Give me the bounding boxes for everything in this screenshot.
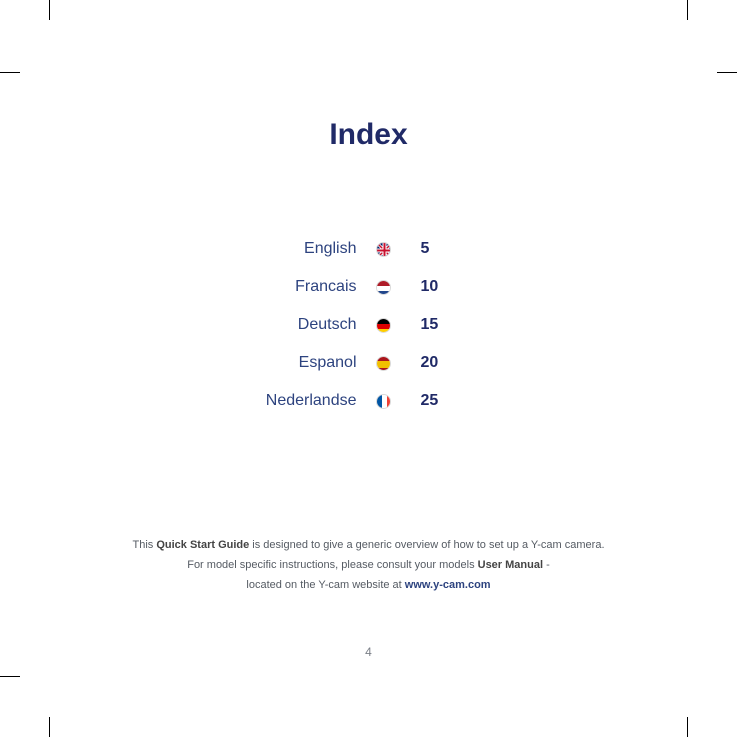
page-ref: 15 <box>399 316 459 334</box>
crop-mark <box>687 717 688 737</box>
website-link: www.y-cam.com <box>405 579 491 591</box>
page-number: 4 <box>0 645 737 659</box>
page-ref: 25 <box>399 392 459 410</box>
page-ref: 20 <box>399 354 459 372</box>
footer-line-3: located on the Y-cam website at www.y-ca… <box>0 576 737 596</box>
de-flag-icon <box>376 318 391 333</box>
lang-label: Francais <box>239 278 369 296</box>
crop-mark <box>0 676 20 677</box>
lang-label: Espanol <box>239 354 369 372</box>
crop-mark <box>49 0 50 20</box>
index-row-deutsch: Deutsch 15 <box>239 308 499 342</box>
es-flag-icon <box>376 356 391 371</box>
crop-mark <box>687 0 688 20</box>
footer-line-2: For model specific instructions, please … <box>0 556 737 576</box>
index-row-nederlandse: Nederlandse 25 <box>239 384 499 418</box>
crop-mark <box>49 717 50 737</box>
page-title: Index <box>0 118 737 152</box>
uk-flag-icon <box>376 242 391 257</box>
nl-flag-icon <box>376 280 391 295</box>
footer-note: This Quick Start Guide is designed to gi… <box>0 536 737 595</box>
lang-label: Nederlandse <box>239 392 369 410</box>
crop-mark <box>0 72 20 73</box>
footer-line-1: This Quick Start Guide is designed to gi… <box>0 536 737 556</box>
lang-label: Deutsch <box>239 316 369 334</box>
lang-label: English <box>239 240 369 258</box>
page-ref: 10 <box>399 278 459 296</box>
index-row-english: English 5 <box>239 232 499 266</box>
fr-flag-icon <box>376 394 391 409</box>
index-row-espanol: Espanol 20 <box>239 346 499 380</box>
user-manual-label: User Manual <box>478 559 543 571</box>
page-ref: 5 <box>399 240 459 258</box>
index-row-francais: Francais 10 <box>239 270 499 304</box>
quick-start-guide-label: Quick Start Guide <box>156 539 249 551</box>
index-table: English 5 Francais 10 Deutsch <box>239 232 499 422</box>
crop-mark <box>717 72 737 73</box>
